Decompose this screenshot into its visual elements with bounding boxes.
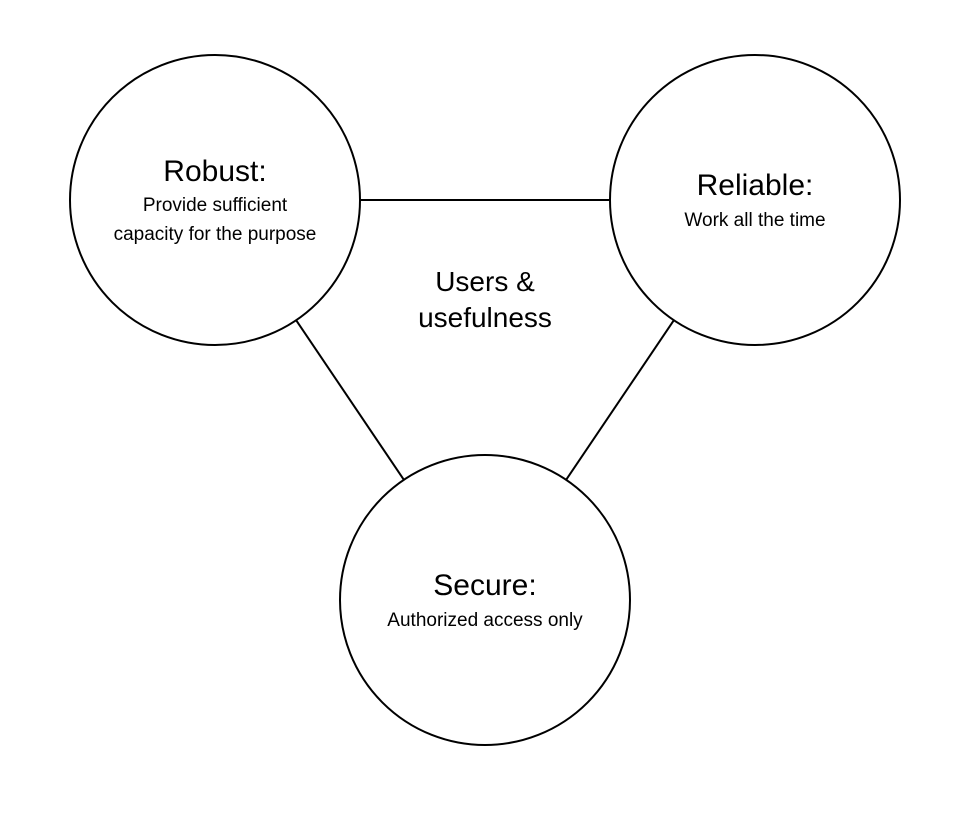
edge-robust-secure (296, 320, 404, 480)
diagram-container: Robust: Provide sufficient capacity for … (0, 0, 968, 813)
node-secure-circle (340, 455, 630, 745)
node-robust-circle (70, 55, 360, 345)
diagram-svg (0, 0, 968, 813)
node-reliable-circle (610, 55, 900, 345)
edge-reliable-secure (566, 320, 674, 480)
